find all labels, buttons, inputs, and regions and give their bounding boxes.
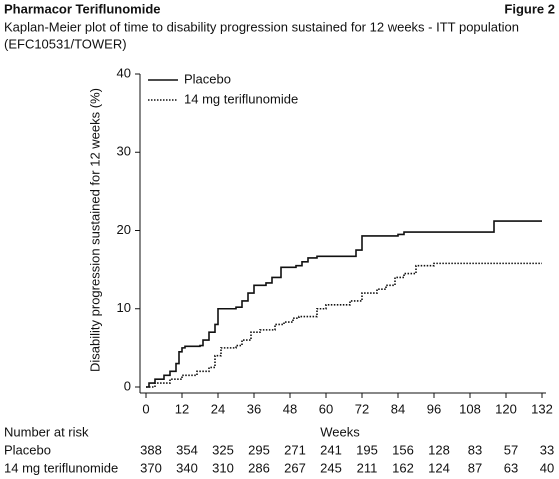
risk-count: 245 xyxy=(320,460,342,475)
x-tick-label: 24 xyxy=(211,401,225,416)
risk-table-title: Number at risk xyxy=(4,424,89,439)
x-axis-label: Weeks xyxy=(320,424,360,439)
risk-count: 57 xyxy=(504,442,518,457)
risk-count: 40 xyxy=(540,460,554,475)
risk-count: 195 xyxy=(356,442,378,457)
x-tick-label: 108 xyxy=(459,401,481,416)
header: Pharmacor Teriflunomide xyxy=(4,1,161,16)
legend-label: Placebo xyxy=(184,71,231,86)
risk-count: 162 xyxy=(392,460,414,475)
x-tick-label: 96 xyxy=(427,401,441,416)
figure-label: Figure 2 xyxy=(504,1,555,16)
risk-count: 124 xyxy=(428,460,450,475)
x-tick-label: 72 xyxy=(355,401,369,416)
x-tick-label: 120 xyxy=(495,401,517,416)
x-tick-label: 0 xyxy=(142,401,149,416)
x-tick-label: 60 xyxy=(319,401,333,416)
risk-count: 354 xyxy=(176,442,198,457)
risk-count: 63 xyxy=(504,460,518,475)
y-tick-label: 20 xyxy=(117,222,131,237)
risk-count: 156 xyxy=(392,442,414,457)
risk-count: 211 xyxy=(357,460,378,475)
risk-count: 325 xyxy=(212,442,234,457)
risk-count: 388 xyxy=(140,442,162,457)
risk-count: 87 xyxy=(468,460,482,475)
risk-count: 271 xyxy=(284,442,306,457)
y-tick-label: 40 xyxy=(117,65,131,80)
risk-count: 295 xyxy=(248,442,270,457)
chart-title: (EFC10531/TOWER) xyxy=(4,36,127,51)
risk-count: 340 xyxy=(176,460,198,475)
risk-count: 128 xyxy=(428,442,450,457)
risk-count: 370 xyxy=(140,460,162,475)
km-curve xyxy=(146,220,542,388)
risk-count: 267 xyxy=(284,460,306,475)
risk-count: 83 xyxy=(468,442,482,457)
y-axis-label: Disability progression sustained for 12 … xyxy=(87,88,102,372)
x-tick-label: 132 xyxy=(531,401,553,416)
y-tick-label: 30 xyxy=(117,144,131,159)
risk-row-label: Placebo xyxy=(4,442,51,457)
x-tick-label: 12 xyxy=(175,401,189,416)
chart-title: Kaplan-Meier plot of time to disability … xyxy=(4,19,519,34)
risk-count: 286 xyxy=(248,460,270,475)
risk-count: 310 xyxy=(212,460,234,475)
y-tick-label: 0 xyxy=(124,378,131,393)
x-tick-label: 48 xyxy=(283,401,297,416)
risk-row-label: 14 mg teriflunomide xyxy=(4,460,118,475)
legend-label: 14 mg teriflunomide xyxy=(184,91,298,106)
x-tick-label: 84 xyxy=(391,401,405,416)
x-tick-label: 36 xyxy=(247,401,261,416)
y-tick-label: 10 xyxy=(117,300,131,315)
km-curve xyxy=(146,262,542,388)
risk-count: 241 xyxy=(320,442,342,457)
risk-count: 33 xyxy=(540,442,554,457)
